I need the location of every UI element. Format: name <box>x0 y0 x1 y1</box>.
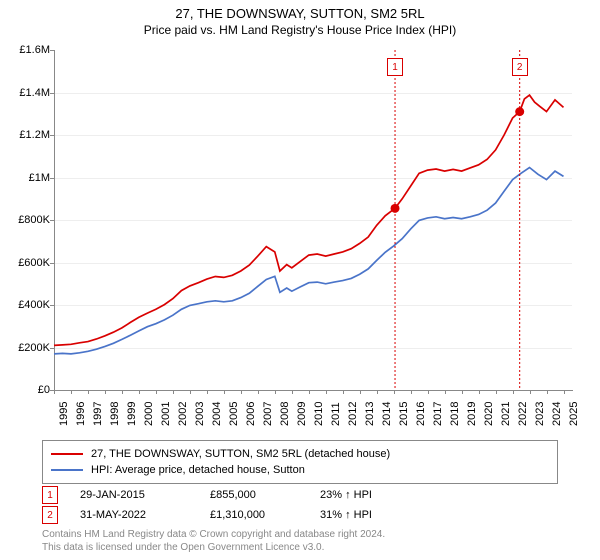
x-tick-label: 2024 <box>551 402 563 426</box>
legend-swatch-series1 <box>51 453 83 455</box>
line-series1 <box>54 95 564 345</box>
event-dot <box>515 107 524 116</box>
event-row: 2 31-MAY-2022£1,310,00031% ↑ HPI <box>42 506 558 524</box>
x-tick-label: 2005 <box>228 402 240 426</box>
x-tick-label: 2023 <box>534 402 546 426</box>
x-tick-label: 2008 <box>279 402 291 426</box>
x-tick-label: 2015 <box>398 402 410 426</box>
event-marker-box: 2 <box>512 58 528 76</box>
event-row-marker: 1 <box>42 486 58 504</box>
x-tick-label: 2000 <box>143 402 155 426</box>
x-tick-label: 1996 <box>75 402 87 426</box>
legend-label-series2: HPI: Average price, detached house, Sutt… <box>91 464 305 476</box>
x-tick-label: 2003 <box>194 402 206 426</box>
x-tick-label: 2012 <box>347 402 359 426</box>
legend-row-series2: HPI: Average price, detached house, Sutt… <box>51 462 549 478</box>
y-tick-label: £1.2M <box>0 129 54 141</box>
x-tick-label: 2009 <box>296 402 308 426</box>
x-tick-label: 2022 <box>517 402 529 426</box>
y-tick-label: £200K <box>0 342 54 354</box>
event-date: 29-JAN-2015 <box>80 489 210 501</box>
y-tick-label: £1.6M <box>0 44 54 56</box>
legend: 27, THE DOWNSWAY, SUTTON, SM2 5RL (detac… <box>42 440 558 484</box>
legend-label-series1: 27, THE DOWNSWAY, SUTTON, SM2 5RL (detac… <box>91 448 390 460</box>
event-dot <box>391 204 400 213</box>
x-tick-label: 2010 <box>313 402 325 426</box>
x-tick-label: 2021 <box>500 402 512 426</box>
event-pct: 31% ↑ HPI <box>320 509 430 521</box>
x-tick-label: 1999 <box>126 402 138 426</box>
x-tick-label: 2001 <box>160 402 172 426</box>
attribution-footer: Contains HM Land Registry data © Crown c… <box>42 528 558 554</box>
x-tick-label: 2018 <box>449 402 461 426</box>
event-row: 1 29-JAN-2015£855,00023% ↑ HPI <box>42 486 558 504</box>
x-tick-label: 2002 <box>177 402 189 426</box>
x-tick-label: 2025 <box>568 402 580 426</box>
event-table: 1 29-JAN-2015£855,00023% ↑ HPI 2 31-MAY-202… <box>42 484 558 524</box>
chart-subtitle: Price paid vs. HM Land Registry's House … <box>0 23 600 37</box>
line-series2 <box>54 168 564 354</box>
x-tick-label: 1998 <box>109 402 121 426</box>
x-tick-label: 2007 <box>262 402 274 426</box>
chart-container: 27, THE DOWNSWAY, SUTTON, SM2 5RL Price … <box>0 0 600 560</box>
event-date: 31-MAY-2022 <box>80 509 210 521</box>
x-tick-label: 2016 <box>415 402 427 426</box>
event-price: £855,000 <box>210 489 320 501</box>
footer-line2: This data is licensed under the Open Gov… <box>42 541 558 554</box>
event-price: £1,310,000 <box>210 509 320 521</box>
y-tick-label: £600K <box>0 257 54 269</box>
x-tick-label: 2020 <box>483 402 495 426</box>
x-tick-label: 2013 <box>364 402 376 426</box>
y-tick-label: £1M <box>0 172 54 184</box>
footer-line1: Contains HM Land Registry data © Crown c… <box>42 528 558 541</box>
x-tick-label: 2004 <box>211 402 223 426</box>
x-tick-label: 2017 <box>432 402 444 426</box>
y-tick-label: £400K <box>0 299 54 311</box>
legend-row-series1: 27, THE DOWNSWAY, SUTTON, SM2 5RL (detac… <box>51 446 549 462</box>
event-row-marker: 2 <box>42 506 58 524</box>
x-tick-label: 2011 <box>330 402 342 426</box>
y-tick-label: £0 <box>0 384 54 396</box>
event-marker-box: 1 <box>387 58 403 76</box>
x-tick-label: 2014 <box>381 402 393 426</box>
x-tick-label: 2006 <box>245 402 257 426</box>
x-tick-label: 1995 <box>58 402 70 426</box>
plot-svg <box>54 50 572 390</box>
x-tick-label: 2019 <box>466 402 478 426</box>
chart-title: 27, THE DOWNSWAY, SUTTON, SM2 5RL <box>0 6 600 21</box>
y-tick-label: £800K <box>0 214 54 226</box>
x-tick-label: 1997 <box>92 402 104 426</box>
legend-swatch-series2 <box>51 469 83 471</box>
event-pct: 23% ↑ HPI <box>320 489 430 501</box>
y-tick-label: £1.4M <box>0 87 54 99</box>
